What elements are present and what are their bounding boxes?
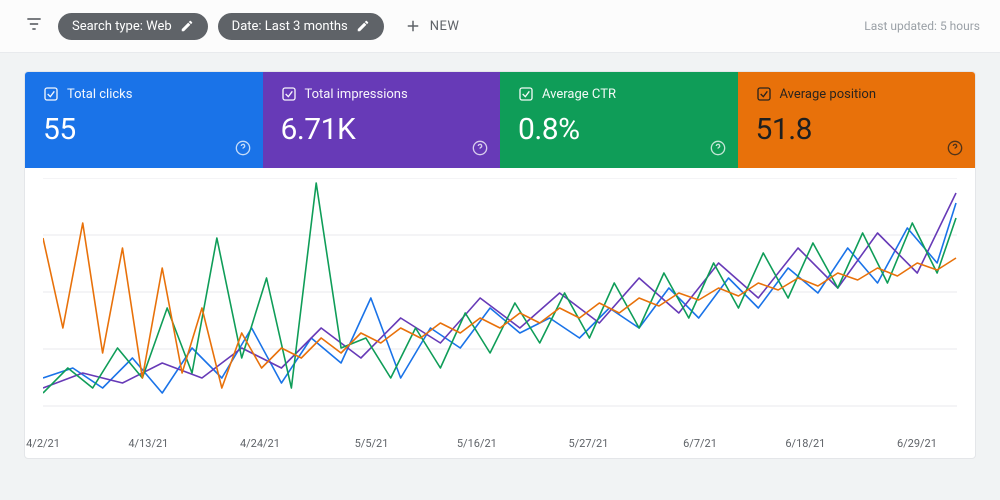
metric-value: 0.8% <box>518 112 720 147</box>
metric-label: Average CTR <box>542 87 616 102</box>
metric-label: Total impressions <box>305 87 408 102</box>
edit-icon <box>180 19 194 33</box>
metric-label: Average position <box>780 87 877 102</box>
add-filter-button[interactable]: NEW <box>394 11 470 41</box>
x-tick-label: 4/13/21 <box>128 437 168 450</box>
metric-card-total-clicks[interactable]: Total clicks 55 <box>25 72 263 168</box>
chip-label: Date: Last 3 months <box>232 19 348 34</box>
metric-label: Total clicks <box>67 87 132 102</box>
x-tick-label: 6/7/21 <box>683 437 717 450</box>
edit-icon <box>356 19 370 33</box>
date-range-chip[interactable]: Date: Last 3 months <box>218 13 384 40</box>
new-label: NEW <box>430 19 460 34</box>
search-type-chip[interactable]: Search type: Web <box>58 13 208 40</box>
help-icon[interactable] <box>710 140 726 156</box>
x-axis: 4/2/214/13/214/24/215/5/215/16/215/27/21… <box>43 437 957 450</box>
last-updated-text: Last updated: 5 hours <box>864 19 980 33</box>
line-chart <box>43 178 957 408</box>
series-position <box>43 223 956 388</box>
x-tick-label: 4/2/21 <box>26 437 60 450</box>
metric-row: Total clicks 55 Total impressions 6.71K Aver… <box>25 72 975 168</box>
x-tick-label: 4/24/21 <box>240 437 280 450</box>
x-tick-label: 5/5/21 <box>355 437 389 450</box>
metric-card-average-position[interactable]: Average position 51.8 <box>738 72 976 168</box>
chart-area: 4/2/21 4/13/21 4/24/21 5/5/21 5/16/21 5/27/21… <box>25 168 975 458</box>
metric-card-average-ctr[interactable]: Average CTR 0.8% <box>500 72 738 168</box>
help-icon[interactable] <box>472 140 488 156</box>
x-tick-label: 5/16/21 <box>457 437 497 450</box>
metric-card-total-impressions[interactable]: Total impressions 6.71K <box>263 72 501 168</box>
help-icon[interactable] <box>947 140 963 156</box>
plus-icon <box>404 17 422 35</box>
metric-value: 55 <box>43 112 245 147</box>
filter-icon[interactable] <box>20 10 48 42</box>
x-tick-label: 6/18/21 <box>785 437 825 450</box>
chip-label: Search type: Web <box>72 19 172 34</box>
metric-value: 6.71K <box>281 112 483 147</box>
x-tick-label: 6/29/21 <box>897 437 937 450</box>
performance-panel: Total clicks 55 Total impressions 6.71K Aver… <box>24 71 976 459</box>
x-tick-label: 5/27/21 <box>568 437 608 450</box>
metric-value: 51.8 <box>756 112 958 147</box>
filter-toolbar: Search type: Web Date: Last 3 months NEW… <box>0 0 1000 53</box>
help-icon[interactable] <box>235 140 251 156</box>
